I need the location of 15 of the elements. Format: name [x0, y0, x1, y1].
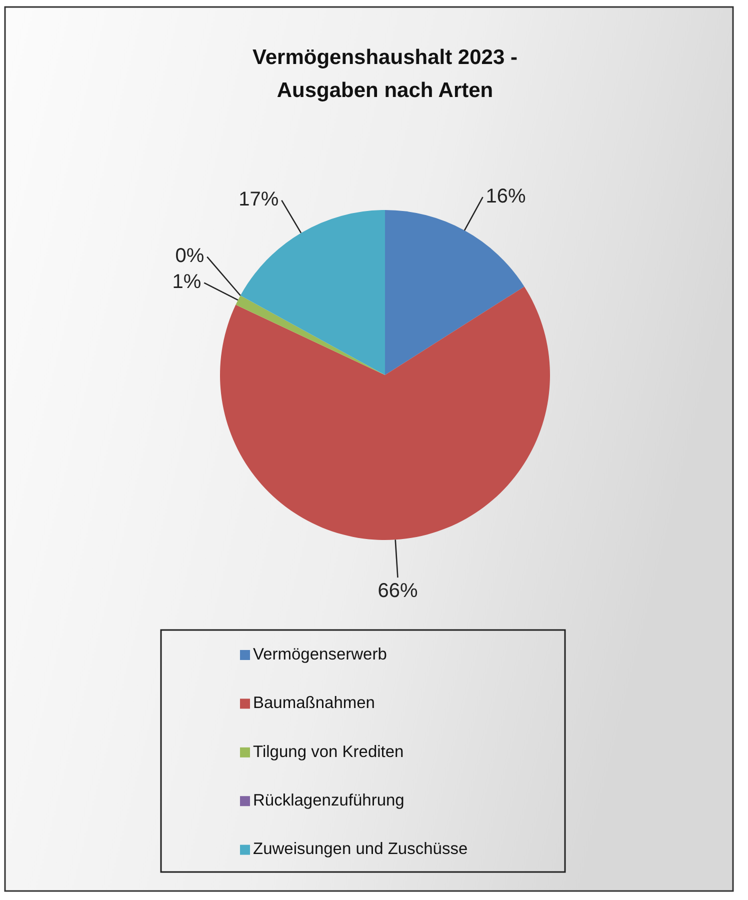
data-label: 66%: [378, 580, 418, 602]
legend-label: Tilgung von Krediten: [253, 742, 404, 761]
legend-label: Rücklagenzuführung: [253, 791, 404, 810]
text: 0%: [175, 245, 204, 268]
legend-label: Vermögenserwerb: [253, 645, 387, 664]
pie-slice: [220, 286, 550, 540]
data-label: 17%: [238, 188, 279, 211]
data-label: 16%: [486, 185, 526, 208]
pie-slice: [385, 210, 524, 375]
legend-label: Baumaßnahmen: [253, 694, 375, 712]
chart-title: Vermögenshaushalt 2023 - Ausgaben nach Arten: [252, 46, 518, 102]
legend-label: Zuweisungen und Zuschüsse: [253, 840, 468, 858]
data-label: 1%: [172, 271, 202, 294]
pie-slice: [240, 210, 385, 375]
pie-slice: [236, 296, 385, 375]
